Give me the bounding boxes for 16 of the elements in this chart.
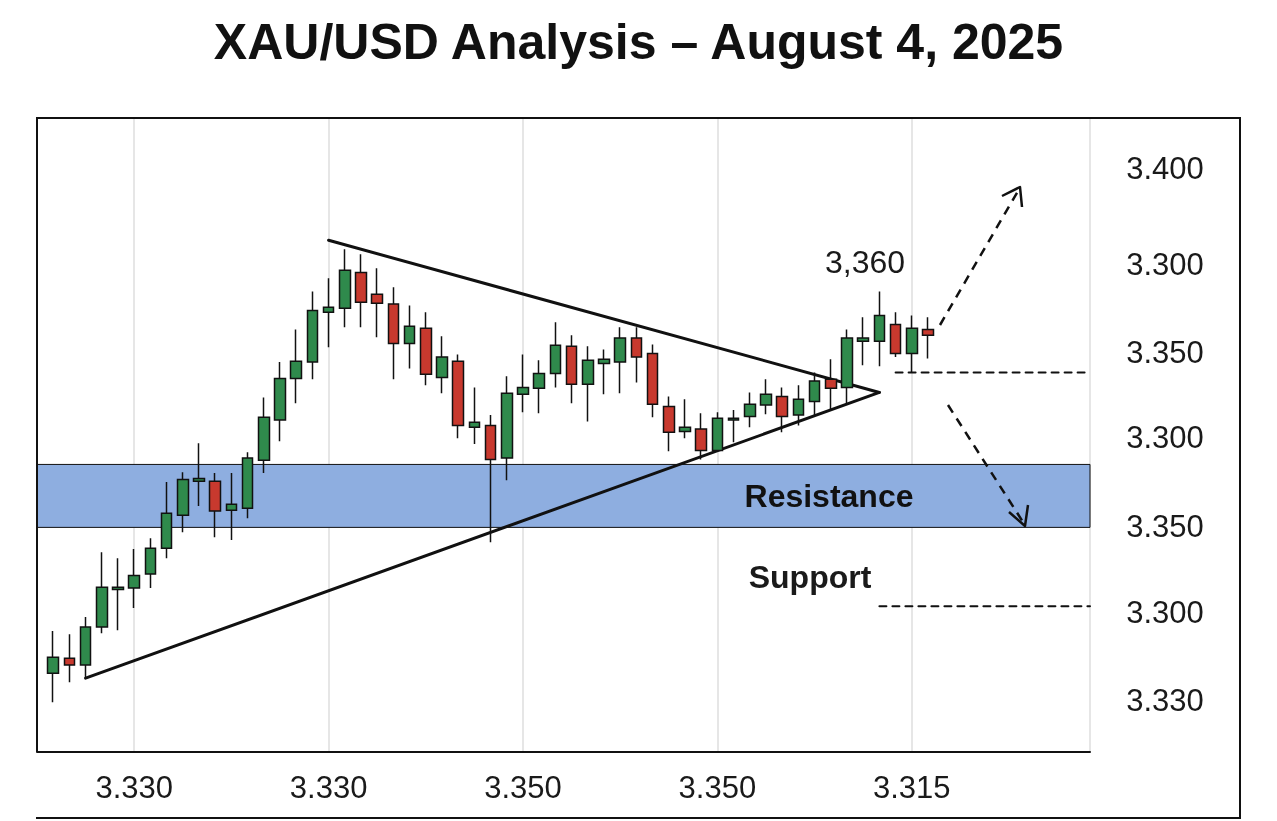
chart-title: XAU/USD Analysis – August 4, 2025 [213,14,1064,70]
text: 3.300 [1126,246,1204,282]
text: 3.350 [1126,334,1204,370]
text: 3.350 [1126,508,1204,544]
x-tick-label: 3.330 [289,770,368,805]
x-tick-label: 3.350 [484,770,562,805]
text: 3.300 [1126,419,1204,455]
x-tick-label: 3.330 [95,770,173,805]
text: 3.300 [1126,594,1204,630]
annotation: Support [748,559,872,595]
band-label: Resistance [744,477,914,514]
text: 3.400 [1126,150,1204,186]
text: 3.330 [1126,682,1204,718]
x-tick-label: 3.315 [873,770,951,805]
x-tick-label: 3.350 [678,770,757,805]
annotation: 3,360 [824,244,906,280]
